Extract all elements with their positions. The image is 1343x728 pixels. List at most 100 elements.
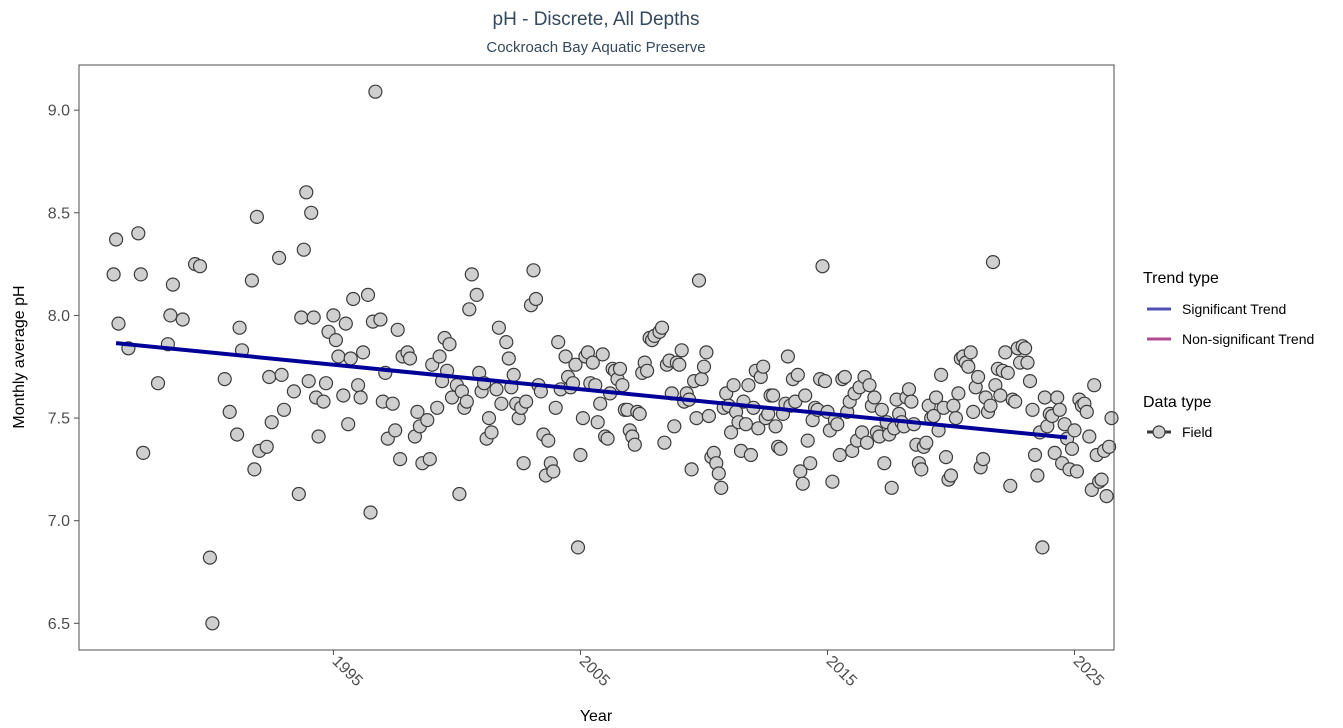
data-point (363, 505, 378, 520)
data-point (1047, 445, 1062, 460)
data-point (627, 437, 642, 452)
data-point (430, 400, 445, 415)
data-point (192, 259, 208, 274)
y-axis-label: Monthly average pH (11, 285, 28, 428)
data-point (343, 351, 358, 366)
data-point (1069, 464, 1085, 479)
data-point (1003, 478, 1018, 493)
data-point (699, 345, 714, 360)
data-point (388, 423, 403, 438)
x-tick-label: 2025 (1070, 653, 1107, 690)
data-point (506, 367, 521, 382)
chart-subtitle: Cockroach Bay Aquatic Preserve (486, 39, 705, 56)
data-point (966, 404, 981, 419)
data-point (600, 431, 615, 446)
data-point (877, 456, 892, 471)
data-point (262, 369, 277, 385)
data-point (948, 411, 964, 426)
data-point (548, 400, 563, 415)
data-point (1037, 390, 1052, 405)
data-point (296, 242, 311, 257)
data-point (247, 462, 262, 477)
x-axis: 1995 2005 2015 2025 (329, 650, 1107, 690)
data-point (595, 347, 610, 362)
data-point (901, 382, 917, 397)
data-point (1050, 390, 1065, 405)
data-point (111, 316, 126, 331)
data-point (590, 415, 605, 430)
data-point (726, 378, 741, 393)
legend-significant-trend-label: Significant Trend (1182, 301, 1286, 317)
x-tick-label: 1995 (329, 653, 366, 690)
x-tick-label: 2015 (823, 653, 860, 690)
data-point (773, 441, 788, 456)
data-point (751, 421, 766, 436)
data-point (546, 464, 561, 479)
y-tick-label: 8.0 (48, 308, 70, 325)
data-point (318, 376, 334, 391)
data-point (741, 378, 756, 393)
data-point (108, 232, 124, 247)
data-point (481, 411, 497, 426)
points-layer (106, 84, 1119, 631)
data-point (462, 302, 477, 317)
data-point (1030, 468, 1045, 483)
data-point (1101, 439, 1117, 454)
data-point (933, 367, 949, 382)
legend-non-significant-trend-label: Non-significant Trend (1182, 331, 1314, 347)
data-point (499, 335, 514, 350)
data-point (420, 413, 435, 428)
data-point (106, 267, 121, 282)
y-tick-label: 7.0 (48, 513, 70, 530)
data-point (353, 390, 368, 405)
data-point (331, 349, 346, 364)
data-point (691, 273, 707, 288)
data-point (249, 209, 264, 224)
data-point (338, 316, 353, 331)
data-point (351, 378, 366, 393)
y-tick-label: 6.5 (48, 616, 70, 633)
y-tick-label: 7.5 (48, 411, 70, 428)
data-point (464, 267, 479, 282)
data-point (551, 335, 566, 350)
data-point (867, 390, 882, 405)
data-point (1017, 341, 1033, 356)
data-point (832, 447, 847, 463)
data-point (294, 310, 309, 325)
data-point (859, 435, 875, 450)
data-point (1000, 365, 1015, 380)
data-point (615, 378, 630, 393)
data-point (341, 417, 356, 432)
data-point (701, 408, 717, 424)
y-axis: 6.5 7.0 7.5 8.0 8.5 9.0 (48, 103, 79, 633)
data-point (1067, 423, 1082, 438)
data-point (175, 312, 190, 327)
data-point (815, 259, 830, 274)
data-point (1064, 441, 1080, 456)
data-point (795, 476, 810, 491)
data-point (274, 367, 289, 382)
data-point (373, 312, 388, 327)
data-point (689, 411, 704, 426)
data-point (393, 452, 408, 467)
legend-data-title: Data type (1143, 394, 1212, 411)
data-point (914, 462, 929, 477)
data-point (612, 361, 628, 376)
data-point (1104, 411, 1119, 426)
data-point (1052, 402, 1067, 417)
data-point (516, 456, 531, 471)
data-point (1099, 489, 1114, 504)
data-point (385, 396, 400, 411)
data-point (961, 359, 976, 374)
data-point (491, 320, 506, 335)
data-point (780, 349, 796, 364)
data-point (943, 468, 959, 483)
data-point (346, 291, 361, 307)
data-point (1087, 378, 1102, 393)
data-point (1020, 355, 1035, 370)
data-point (696, 359, 712, 374)
data-point (518, 394, 534, 409)
data-point (299, 185, 314, 200)
data-point (983, 398, 998, 413)
